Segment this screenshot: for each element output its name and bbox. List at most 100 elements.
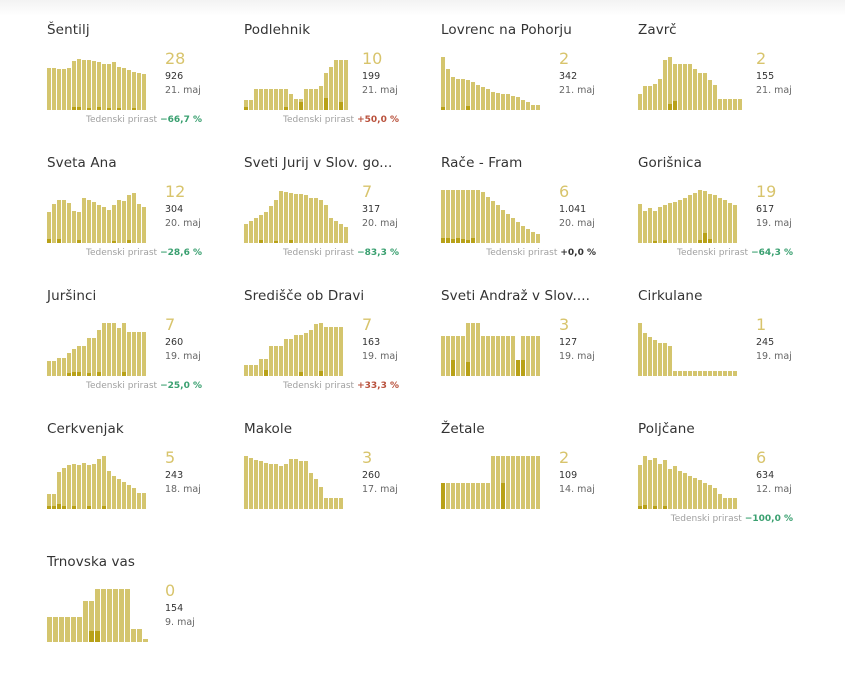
chart-bar (92, 202, 96, 243)
chart-bar (693, 193, 697, 243)
municipality-card[interactable]: Šentilj 28 926 21. maj Tedenski prirast −6… (47, 20, 244, 153)
chart-bar-highlight (72, 506, 76, 509)
chart-bar (249, 221, 253, 243)
chart-bar-highlight (127, 240, 131, 243)
chart-bar (638, 94, 642, 110)
chart-bar (294, 335, 298, 376)
total-cases-value: 634 (756, 470, 775, 481)
chart-bar (269, 464, 273, 509)
chart-bar (451, 190, 455, 243)
chart-bar (491, 201, 495, 243)
chart-bar (531, 105, 535, 110)
chart-bar (264, 463, 268, 509)
chart-bar (319, 323, 323, 376)
trend-value: −28,6 % (160, 248, 202, 258)
chart-bar (131, 629, 136, 642)
new-cases-value: 0 (165, 581, 176, 600)
chart-bar (97, 205, 101, 243)
chart-bar (314, 198, 318, 243)
chart-bar (466, 190, 470, 243)
weekly-trend: Tedenski prirast +0,0 % (486, 248, 596, 258)
chart-bar (703, 191, 707, 243)
sparkline-chart (638, 322, 738, 376)
chart-bar (688, 476, 692, 509)
total-cases-value: 127 (559, 337, 578, 348)
chart-bar (87, 200, 91, 243)
chart-bar-highlight (89, 631, 94, 642)
chart-bar (456, 336, 460, 376)
chart-bar (683, 473, 687, 509)
municipality-card[interactable]: Cirkulane 1 245 19. maj (638, 286, 835, 419)
chart-bar-highlight (653, 506, 657, 509)
chart-bar (264, 359, 268, 376)
date-label: 21. maj (559, 85, 595, 96)
chart-bar (703, 483, 707, 509)
chart-bar (491, 456, 495, 509)
sparkline-chart (47, 189, 147, 243)
chart-bar (309, 473, 313, 509)
chart-bar (643, 456, 647, 509)
chart-bar-highlight (87, 506, 91, 509)
chart-bar-highlight (264, 370, 268, 376)
municipality-card[interactable]: Cerkvenjak 5 243 18. maj (47, 419, 244, 552)
chart-bar (643, 86, 647, 110)
chart-bar (733, 371, 737, 376)
municipality-card[interactable]: Poljčane 6 634 12. maj Tedenski prirast −1… (638, 419, 835, 552)
municipality-card[interactable]: Sveta Ana 12 304 20. maj Tedenski prirast… (47, 153, 244, 286)
municipality-card[interactable]: Žetale 2 109 14. maj (441, 419, 638, 552)
chart-bar (314, 479, 318, 509)
trend-value: +0,0 % (560, 248, 596, 258)
date-label: 20. maj (362, 218, 398, 229)
municipality-name: Središče ob Dravi (244, 288, 365, 304)
municipality-card[interactable]: Juršinci 7 260 19. maj Tedenski prirast −2… (47, 286, 244, 419)
municipality-card[interactable]: Središče ob Dravi 7 163 19. maj Tedenski … (244, 286, 441, 419)
chart-bar (506, 456, 510, 509)
chart-bar (496, 336, 500, 376)
chart-bar (461, 79, 465, 110)
municipality-card[interactable]: Gorišnica 19 617 19. maj Tedenski prirast… (638, 153, 835, 286)
chart-bar-highlight (451, 360, 455, 376)
chart-bar (92, 464, 96, 509)
municipality-card[interactable]: Makole 3 260 17. maj (244, 419, 441, 552)
chart-bar (284, 339, 288, 376)
chart-bar (638, 323, 642, 376)
chart-bar (471, 190, 475, 243)
sparkline-chart (47, 56, 147, 110)
trend-label: Tedenski prirast (86, 115, 158, 125)
chart-bar (728, 371, 732, 376)
chart-bar (653, 340, 657, 376)
municipality-card[interactable]: Rače - Fram 6 1.041 20. maj Tedenski prir… (441, 153, 638, 286)
chart-bar (274, 464, 278, 509)
chart-bar (97, 330, 101, 376)
trend-label: Tedenski prirast (86, 381, 158, 391)
chart-bar (673, 371, 677, 376)
chart-bar-highlight (77, 240, 81, 243)
chart-bar (102, 323, 106, 376)
chart-bar-highlight (673, 101, 677, 110)
chart-bar (259, 461, 263, 509)
chart-bar (501, 336, 505, 376)
chart-bar (122, 323, 126, 376)
chart-bar (491, 92, 495, 110)
chart-bar (471, 82, 475, 110)
chart-bar (77, 617, 82, 642)
municipality-card[interactable]: Trnovska vas 0 154 9. maj (47, 552, 244, 685)
chart-bar (673, 202, 677, 243)
chart-bar (344, 227, 348, 243)
chart-bar (47, 617, 52, 642)
chart-bar (511, 96, 515, 110)
municipality-card[interactable]: Zavrč 2 155 21. maj (638, 20, 835, 153)
chart-bar-highlight (77, 107, 81, 110)
municipality-card[interactable]: Sveti Andraž v Slov.... 3 127 19. maj (441, 286, 638, 419)
chart-bar (718, 99, 722, 110)
trend-label: Tedenski prirast (486, 248, 558, 258)
chart-bar (526, 456, 530, 509)
top-gradient (0, 0, 845, 16)
municipality-card[interactable]: Lovrenc na Pohorju 2 342 21. maj (441, 20, 638, 153)
chart-bar (304, 461, 308, 509)
weekly-trend: Tedenski prirast −83,3 % (283, 248, 399, 258)
municipality-card[interactable]: Podlehnik 10 199 21. maj Tedenski prirast… (244, 20, 441, 153)
chart-bar (673, 64, 677, 110)
chart-bar (127, 70, 131, 110)
municipality-card[interactable]: Sveti Jurij v Slov. go... 7 317 20. maj T… (244, 153, 441, 286)
